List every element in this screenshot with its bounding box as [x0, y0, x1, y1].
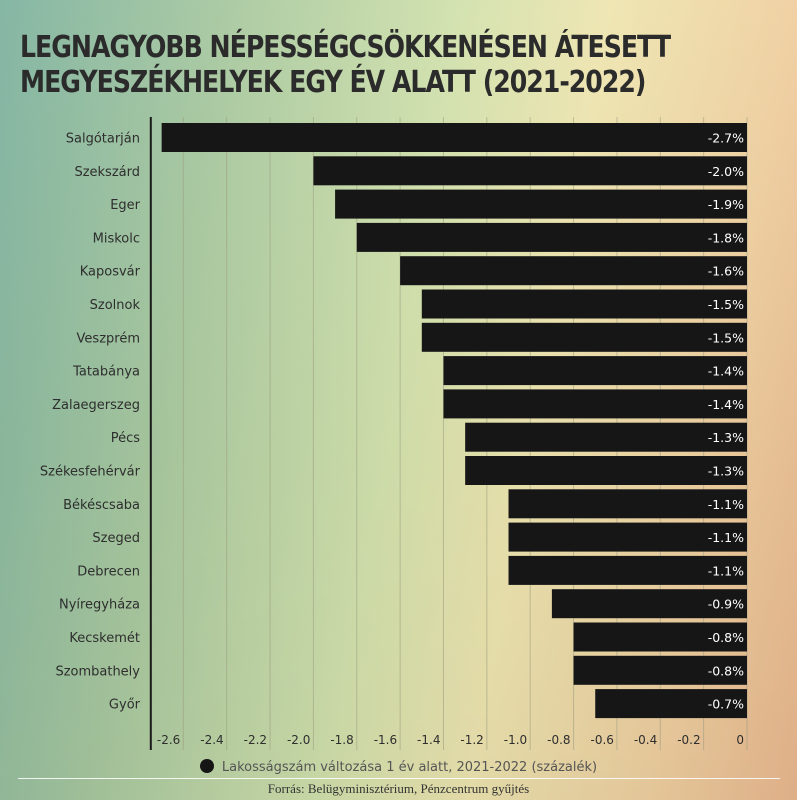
category-label: Székesfehérvár [40, 465, 141, 480]
x-tick-label: -1.8 [330, 733, 353, 747]
category-label: Tatabánya [72, 365, 140, 380]
category-label: Kaposvár [80, 265, 141, 280]
value-label: -1.3% [708, 430, 744, 445]
chart-title: LEGNAGYOBB NÉPESSÉGCSÖKKENÉSEN ÁTESETT M… [20, 30, 671, 100]
value-label: -0.8% [708, 663, 744, 678]
x-tick-label: -1.6 [374, 733, 397, 747]
x-tick-labels: -2.6 -2.4 -2.2 -2.0 -1.8 -1.6 -1.4 -1.2 -1.0 -0.8… [157, 733, 744, 747]
divider [18, 778, 780, 779]
category-label: Szekszárd [74, 165, 140, 180]
x-tick-label: -0.4 [634, 733, 657, 747]
bar [443, 356, 747, 386]
bar [335, 189, 747, 219]
value-labels: -2.7% -2.0% -1.9% -1.8% -1.6% -1.5% -1.5% -1.4%… [708, 131, 744, 712]
category-label: Kecskemét [69, 631, 140, 646]
value-label: -0.7% [708, 697, 744, 712]
value-label: -1.1% [708, 530, 744, 545]
x-tick-label: -0.6 [590, 733, 613, 747]
x-tick-label: -1.2 [460, 733, 483, 747]
value-label: -1.1% [708, 563, 744, 578]
category-label: Nyíregyháza [59, 598, 140, 613]
value-label: -1.4% [708, 397, 744, 412]
bar [508, 489, 747, 519]
category-label: Szombathely [55, 664, 140, 679]
legend-marker-icon [199, 759, 214, 773]
category-label: Miskolc [93, 231, 140, 246]
category-label: Szolnok [90, 298, 141, 313]
x-tick-label: -0.2 [677, 733, 700, 747]
category-label: Salgótarján [66, 132, 140, 147]
bars [161, 123, 747, 719]
x-tick-label: 0 [736, 733, 744, 747]
bar [551, 589, 747, 619]
chart-title-line-2: MEGYESZÉKHELYEK EGY ÉV ALATT (2021-2022) [20, 65, 646, 100]
value-label: -1.3% [708, 464, 744, 479]
category-label: Veszprém [77, 331, 140, 346]
bar [465, 422, 747, 452]
value-label: -1.8% [708, 230, 744, 245]
value-label: -1.6% [708, 264, 744, 279]
bar [421, 322, 747, 352]
x-tick-label: -1.4 [417, 733, 440, 747]
category-label: Győr [109, 698, 141, 713]
value-label: -1.5% [708, 330, 744, 345]
x-tick-label: -2.2 [244, 733, 267, 747]
bar [573, 622, 747, 652]
value-label: -1.9% [708, 197, 744, 212]
bar [313, 156, 747, 186]
bar [161, 123, 747, 152]
value-label: -2.0% [708, 164, 744, 179]
bar [443, 389, 747, 419]
category-labels: Salgótarján Szekszárd Eger Miskolc Kaposvár S… [40, 132, 141, 713]
bar [421, 289, 747, 319]
bar [465, 456, 747, 485]
legend-label: Lakosságszám változása 1 év alatt, 2021-… [221, 760, 598, 775]
legend: Lakosságszám változása 1 év alatt, 2021-… [0, 759, 797, 775]
x-tick-label: -2.4 [200, 733, 223, 747]
x-tick-label: -1.0 [504, 733, 527, 747]
category-label: Pécs [111, 431, 141, 446]
bar [508, 555, 747, 585]
bar [508, 522, 747, 552]
x-tick-label: -2.6 [157, 733, 180, 747]
x-tick-label: -0.8 [547, 733, 570, 747]
category-label: Békéscsaba [63, 498, 140, 513]
bar [595, 689, 747, 719]
category-label: Debrecen [77, 564, 140, 579]
bar [400, 256, 747, 286]
value-label: -1.1% [708, 497, 744, 512]
category-label: Eger [110, 198, 140, 213]
chart-title-line-1: LEGNAGYOBB NÉPESSÉGCSÖKKENÉSEN ÁTESETT [20, 30, 671, 65]
category-label: Zalaegerszeg [52, 398, 140, 413]
value-label: -0.9% [708, 597, 744, 612]
x-tick-label: -2.0 [287, 733, 310, 747]
source-note: Forrás: Belügyminisztérium, Pénzcentrum … [267, 781, 530, 796]
value-label: -1.5% [708, 297, 744, 312]
value-label: -2.7% [708, 131, 744, 146]
bar [356, 222, 747, 252]
bar [573, 655, 747, 685]
category-label: Szeged [92, 531, 140, 546]
value-label: -1.4% [708, 364, 744, 379]
value-label: -0.8% [708, 630, 744, 645]
